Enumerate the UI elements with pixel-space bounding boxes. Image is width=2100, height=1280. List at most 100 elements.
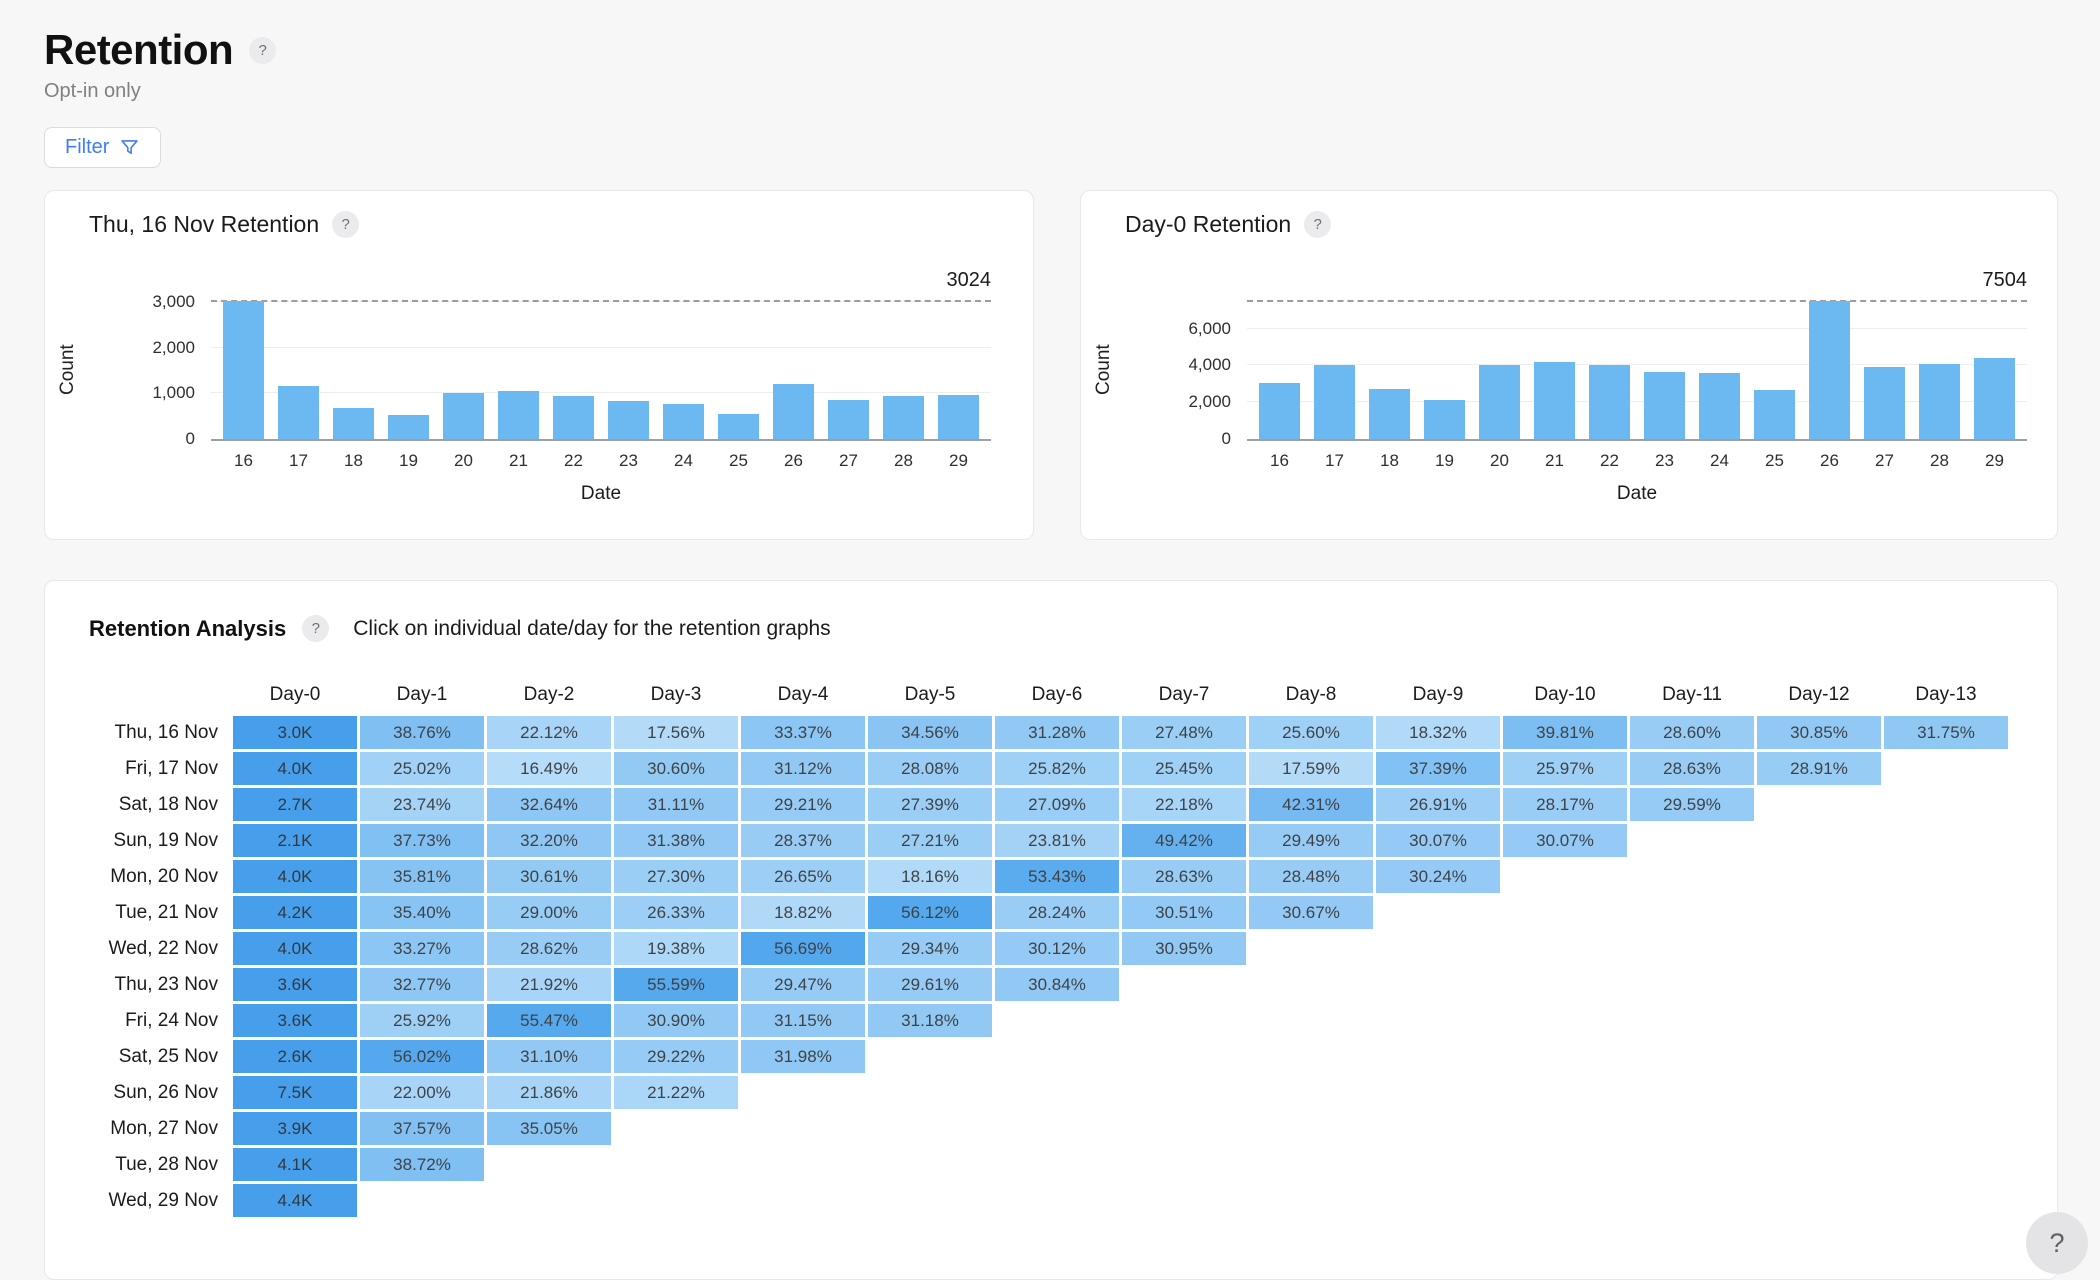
cohort-cell[interactable]: 29.21% xyxy=(741,788,865,821)
x-tick-label[interactable]: 20 xyxy=(454,451,473,470)
day0-cell[interactable]: 4.0K xyxy=(233,752,357,785)
cohort-cell[interactable]: 18.16% xyxy=(868,860,992,893)
cohort-cell[interactable]: 19.38% xyxy=(614,932,738,965)
day-column-header[interactable]: Day-0 xyxy=(269,684,321,705)
date-row-label[interactable]: Wed, 29 Nov xyxy=(108,1190,218,1211)
chart1-help-icon[interactable]: ? xyxy=(332,211,360,238)
bar-26[interactable] xyxy=(772,384,815,439)
chart2-help-icon[interactable]: ? xyxy=(1304,211,1332,238)
cohort-cell[interactable]: 30.24% xyxy=(1376,860,1500,893)
day0-cell[interactable]: 3.6K xyxy=(233,1004,357,1037)
x-tick-label[interactable]: 17 xyxy=(1325,451,1344,470)
cohort-cell[interactable]: 56.02% xyxy=(360,1040,484,1073)
cohort-cell[interactable]: 33.27% xyxy=(360,932,484,965)
bar-24[interactable] xyxy=(1698,373,1741,439)
bar-18[interactable] xyxy=(332,408,375,439)
x-tick-label[interactable]: 20 xyxy=(1490,451,1509,470)
cohort-cell[interactable]: 31.10% xyxy=(487,1040,611,1073)
cohort-cell[interactable]: 25.92% xyxy=(360,1004,484,1037)
cohort-cell[interactable]: 22.00% xyxy=(360,1076,484,1109)
bar-27[interactable] xyxy=(1863,367,1906,439)
x-tick-label[interactable]: 19 xyxy=(1435,451,1454,470)
cohort-cell[interactable]: 35.40% xyxy=(360,896,484,929)
day0-cell[interactable]: 2.1K xyxy=(233,824,357,857)
day-column-header[interactable]: Day-11 xyxy=(1662,684,1722,705)
cohort-cell[interactable]: 23.81% xyxy=(995,824,1119,857)
cohort-cell[interactable]: 30.60% xyxy=(614,752,738,785)
date-row-label[interactable]: Fri, 17 Nov xyxy=(125,758,218,779)
x-tick-label[interactable]: 23 xyxy=(619,451,638,470)
bar-17[interactable] xyxy=(1313,364,1356,439)
cohort-cell[interactable]: 42.31% xyxy=(1249,788,1373,821)
cohort-cell[interactable]: 25.45% xyxy=(1122,752,1246,785)
date-row-label[interactable]: Sun, 19 Nov xyxy=(113,830,218,851)
day0-cell[interactable]: 4.2K xyxy=(233,896,357,929)
x-tick-label[interactable]: 22 xyxy=(1600,451,1619,470)
x-tick-label[interactable]: 28 xyxy=(894,451,913,470)
cohort-cell[interactable]: 31.28% xyxy=(995,716,1119,749)
x-tick-label[interactable]: 22 xyxy=(564,451,583,470)
bar-27[interactable] xyxy=(827,399,870,439)
cohort-cell[interactable]: 30.90% xyxy=(614,1004,738,1037)
cohort-cell[interactable]: 55.47% xyxy=(487,1004,611,1037)
cohort-cell[interactable]: 35.05% xyxy=(487,1112,611,1145)
cohort-cell[interactable]: 29.34% xyxy=(868,932,992,965)
cohort-cell[interactable]: 30.12% xyxy=(995,932,1119,965)
cohort-cell[interactable]: 26.33% xyxy=(614,896,738,929)
cohort-cell[interactable]: 21.92% xyxy=(487,968,611,1001)
x-tick-label[interactable]: 27 xyxy=(839,451,858,470)
cohort-cell[interactable]: 25.97% xyxy=(1503,752,1627,785)
bar-20[interactable] xyxy=(1478,364,1521,439)
cohort-cell[interactable]: 30.95% xyxy=(1122,932,1246,965)
page-help-icon[interactable]: ? xyxy=(249,36,277,64)
day-column-header[interactable]: Day-4 xyxy=(777,684,829,705)
cohort-cell[interactable]: 22.18% xyxy=(1122,788,1246,821)
day0-cell[interactable]: 4.0K xyxy=(233,860,357,893)
cohort-cell[interactable]: 37.39% xyxy=(1376,752,1500,785)
cohort-cell[interactable]: 30.67% xyxy=(1249,896,1373,929)
day0-cell[interactable]: 2.6K xyxy=(233,1040,357,1073)
day-column-header[interactable]: Day-13 xyxy=(1915,684,1977,705)
day0-cell[interactable]: 2.7K xyxy=(233,788,357,821)
cohort-cell[interactable]: 53.43% xyxy=(995,860,1119,893)
bar-22[interactable] xyxy=(1588,365,1631,439)
cohort-cell[interactable]: 31.38% xyxy=(614,824,738,857)
cohort-cell[interactable]: 28.63% xyxy=(1630,752,1754,785)
day0-cell[interactable]: 3.0K xyxy=(233,716,357,749)
bar-25[interactable] xyxy=(717,413,760,439)
cohort-cell[interactable]: 27.48% xyxy=(1122,716,1246,749)
date-row-label[interactable]: Sat, 25 Nov xyxy=(118,1046,218,1067)
cohort-cell[interactable]: 30.84% xyxy=(995,968,1119,1001)
cohort-cell[interactable]: 37.73% xyxy=(360,824,484,857)
cohort-cell[interactable]: 18.32% xyxy=(1376,716,1500,749)
bar-17[interactable] xyxy=(277,385,320,439)
cohort-cell[interactable]: 28.48% xyxy=(1249,860,1373,893)
cohort-cell[interactable]: 29.61% xyxy=(868,968,992,1001)
day-column-header[interactable]: Day-5 xyxy=(904,684,956,705)
day-column-header[interactable]: Day-2 xyxy=(523,684,575,705)
cohort-cell[interactable]: 35.81% xyxy=(360,860,484,893)
x-tick-label[interactable]: 23 xyxy=(1655,451,1674,470)
x-tick-label[interactable]: 21 xyxy=(1545,451,1564,470)
date-row-label[interactable]: Fri, 24 Nov xyxy=(125,1010,218,1031)
x-tick-label[interactable]: 28 xyxy=(1930,451,1949,470)
x-tick-label[interactable]: 16 xyxy=(1270,451,1289,470)
cohort-cell[interactable]: 38.76% xyxy=(360,716,484,749)
cohort-cell[interactable]: 30.51% xyxy=(1122,896,1246,929)
date-row-label[interactable]: Wed, 22 Nov xyxy=(108,938,218,959)
x-tick-label[interactable]: 19 xyxy=(399,451,418,470)
bar-23[interactable] xyxy=(1643,371,1686,439)
bar-26[interactable] xyxy=(1808,301,1851,439)
cohort-cell[interactable]: 32.64% xyxy=(487,788,611,821)
bar-20[interactable] xyxy=(442,392,485,439)
cohort-cell[interactable]: 37.57% xyxy=(360,1112,484,1145)
day0-cell[interactable]: 4.0K xyxy=(233,932,357,965)
date-row-label[interactable]: Tue, 28 Nov xyxy=(115,1154,218,1175)
cohort-cell[interactable]: 28.08% xyxy=(868,752,992,785)
cohort-cell[interactable]: 27.21% xyxy=(868,824,992,857)
bar-24[interactable] xyxy=(662,403,705,439)
cohort-cell[interactable]: 30.07% xyxy=(1376,824,1500,857)
bar-29[interactable] xyxy=(1973,358,2016,439)
date-row-label[interactable]: Sat, 18 Nov xyxy=(118,794,218,815)
cohort-cell[interactable]: 31.11% xyxy=(614,788,738,821)
